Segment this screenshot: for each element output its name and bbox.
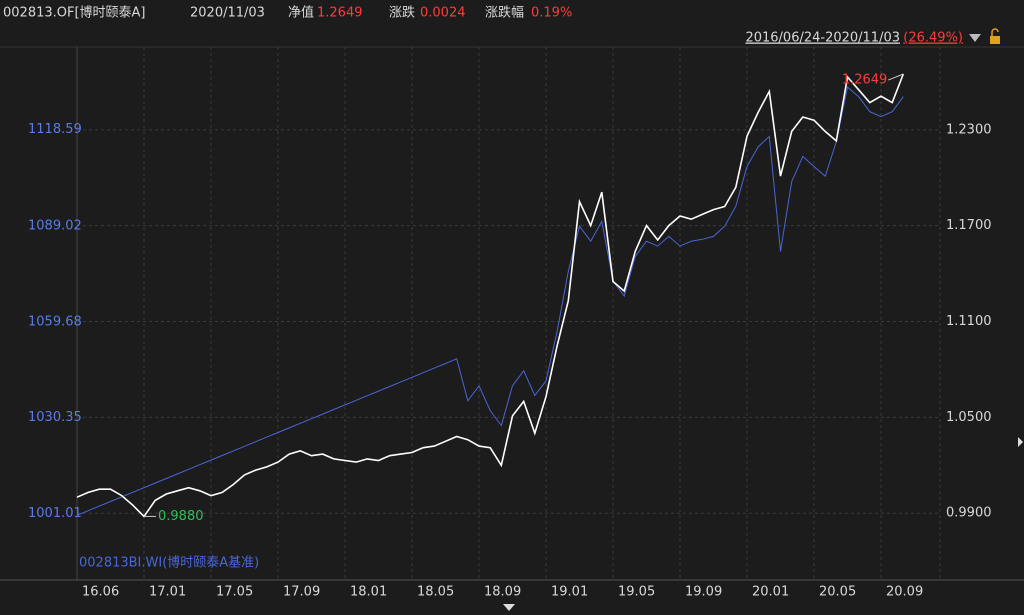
- y-tick-label: 1.2300: [946, 122, 992, 137]
- range-change[interactable]: (26.49%): [903, 31, 963, 46]
- x-tick-label: 20.05: [819, 585, 856, 600]
- x-tick-label: 16.06: [82, 585, 119, 600]
- value-label-leader: [888, 73, 904, 81]
- pct-label: 涨跌幅: [485, 5, 524, 21]
- x-tick-label: 20.09: [886, 585, 923, 600]
- legend-entry: 002813BI.WI(博时颐泰A基准): [79, 556, 259, 571]
- y2-tick-label: 1001.01: [28, 506, 82, 521]
- lock-icon[interactable]: [990, 28, 1000, 44]
- dropdown-arrow[interactable]: [969, 34, 981, 42]
- value-label: 0.9880: [158, 509, 204, 524]
- x-tick-label: 17.05: [216, 585, 253, 600]
- x-tick-label: 19.05: [618, 585, 655, 600]
- pct: 0.19%: [531, 6, 572, 21]
- scroll-right[interactable]: [1018, 437, 1023, 447]
- value-label: 1.2649: [842, 73, 888, 88]
- date: 2020/11/03: [190, 6, 265, 21]
- x-tick-label: 18.09: [484, 585, 521, 600]
- x-tick-label: 19.09: [685, 585, 722, 600]
- y2-tick-label: 1059.68: [28, 314, 82, 329]
- y-tick-label: 1.0500: [946, 410, 992, 425]
- series-line: [76, 73, 905, 518]
- change: 0.0024: [420, 6, 466, 21]
- y-tick-label: 1.1100: [946, 314, 992, 329]
- change-label: 涨跌: [389, 5, 415, 21]
- x-tick-label: 18.01: [350, 585, 387, 600]
- y2-tick-label: 1118.59: [28, 122, 82, 137]
- y2-tick-label: 1030.35: [28, 410, 82, 425]
- nav: 1.2649: [317, 6, 363, 21]
- fund-name: 002813.OF[博时颐泰A]: [3, 6, 146, 21]
- nav-label: 净值: [288, 5, 314, 21]
- plot: 0.9900 1.0500 1.1100 1.1700 1.2300 1001.01 103…: [28, 47, 992, 600]
- x-tick-label: 17.09: [283, 585, 320, 600]
- x-tick-label: 17.01: [149, 585, 186, 600]
- range[interactable]: 2016/06/24-2020/11/03: [745, 31, 900, 46]
- series-line: [76, 86, 904, 516]
- x-tick-label: 19.01: [551, 585, 588, 600]
- y2-tick-label: 1089.02: [28, 219, 82, 234]
- y-tick-label: 1.1700: [946, 218, 992, 233]
- scroll-down[interactable]: [503, 604, 515, 611]
- x-tick-label: 18.05: [417, 585, 454, 600]
- x-tick-label: 20.01: [752, 585, 789, 600]
- y-tick-label: 0.9900: [946, 506, 992, 521]
